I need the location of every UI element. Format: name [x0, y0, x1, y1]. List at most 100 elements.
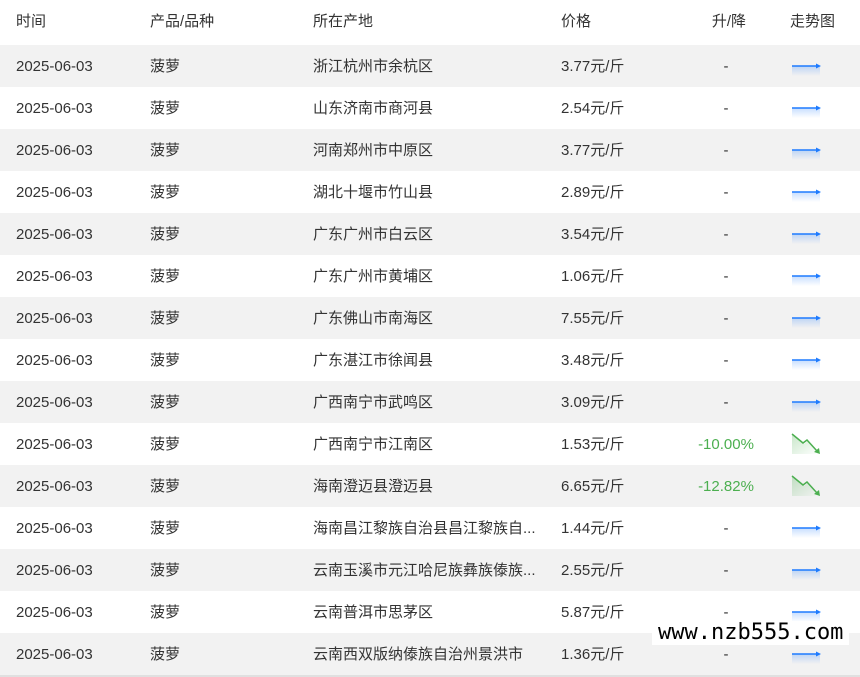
product-cell: 菠萝: [150, 645, 181, 663]
location-cell: 浙江杭州市余杭区: [313, 57, 434, 75]
price-cell: 6.65元/斤: [561, 477, 625, 495]
time-cell: 2025-06-03: [16, 393, 93, 411]
price-cell: 3.54元/斤: [561, 225, 625, 243]
trend-flat-icon[interactable]: [790, 348, 822, 372]
table-row: 2025-06-03 菠萝 云南普洱市思茅区 5.87元/斤 -: [0, 591, 860, 633]
change-cell: -: [723, 141, 729, 159]
time-cell: 2025-06-03: [16, 561, 93, 579]
product-cell: 菠萝: [150, 57, 181, 75]
header-price: 价格: [561, 12, 592, 30]
price-cell: 3.48元/斤: [561, 351, 625, 369]
product-cell: 菠萝: [150, 603, 181, 621]
table-row: 2025-06-03 菠萝 广东湛江市徐闻县 3.48元/斤 -: [0, 339, 860, 381]
trend-flat-icon[interactable]: [790, 264, 822, 288]
trend-flat-icon[interactable]: [790, 54, 822, 78]
location-cell: 广东佛山市南海区: [313, 309, 434, 327]
location-cell: 广西南宁市武鸣区: [313, 393, 434, 411]
location-cell: 广东湛江市徐闻县: [313, 351, 434, 369]
product-cell: 菠萝: [150, 183, 181, 201]
time-cell: 2025-06-03: [16, 99, 93, 117]
time-cell: 2025-06-03: [16, 309, 93, 327]
change-cell: -: [723, 267, 729, 285]
table-row: 2025-06-03 菠萝 山东济南市商河县 2.54元/斤 -: [0, 87, 860, 129]
table-row: 2025-06-03 菠萝 海南澄迈县澄迈县 6.65元/斤 -12.82%: [0, 465, 860, 507]
product-cell: 菠萝: [150, 393, 181, 411]
time-cell: 2025-06-03: [16, 519, 93, 537]
trend-flat-icon[interactable]: [790, 600, 822, 624]
product-cell: 菠萝: [150, 141, 181, 159]
time-cell: 2025-06-03: [16, 603, 93, 621]
price-cell: 3.77元/斤: [561, 141, 625, 159]
price-cell: 5.87元/斤: [561, 603, 625, 621]
change-cell: -: [723, 99, 729, 117]
price-cell: 7.55元/斤: [561, 309, 625, 327]
product-cell: 菠萝: [150, 519, 181, 537]
price-cell: 3.09元/斤: [561, 393, 625, 411]
trend-flat-icon[interactable]: [790, 222, 822, 246]
table-row: 2025-06-03 菠萝 海南昌江黎族自治县昌江黎族自... 1.44元/斤 …: [0, 507, 860, 549]
location-cell: 海南昌江黎族自治县昌江黎族自...: [313, 519, 536, 537]
change-cell: -: [723, 393, 729, 411]
trend-flat-icon[interactable]: [790, 138, 822, 162]
product-cell: 菠萝: [150, 225, 181, 243]
header-location: 所在产地: [313, 12, 374, 30]
table-row: 2025-06-03 菠萝 河南郑州市中原区 3.77元/斤 -: [0, 129, 860, 171]
trend-flat-icon[interactable]: [790, 390, 822, 414]
time-cell: 2025-06-03: [16, 477, 93, 495]
location-cell: 湖北十堰市竹山县: [313, 183, 434, 201]
product-cell: 菠萝: [150, 267, 181, 285]
trend-flat-icon[interactable]: [790, 306, 822, 330]
table-row: 2025-06-03 菠萝 云南西双版纳傣族自治州景洪市 1.36元/斤 -: [0, 633, 860, 675]
trend-flat-icon[interactable]: [790, 180, 822, 204]
time-cell: 2025-06-03: [16, 183, 93, 201]
location-cell: 河南郑州市中原区: [313, 141, 434, 159]
location-cell: 云南玉溪市元江哈尼族彝族傣族...: [313, 561, 536, 579]
change-cell: -: [723, 561, 729, 579]
trend-down-icon[interactable]: [790, 432, 822, 456]
header-trend: 走势图: [790, 12, 836, 30]
price-cell: 1.36元/斤: [561, 645, 625, 663]
price-cell: 3.77元/斤: [561, 57, 625, 75]
header-product: 产品/品种: [150, 12, 215, 30]
change-cell: -10.00%: [698, 435, 754, 453]
table-header: 时间 产品/品种 所在产地 价格 升/降 走势图: [0, 0, 860, 42]
product-cell: 菠萝: [150, 99, 181, 117]
header-time: 时间: [16, 12, 47, 30]
change-cell: -: [723, 57, 729, 75]
watermark: www.nzb555.com: [652, 621, 850, 645]
header-change: 升/降: [711, 12, 746, 30]
location-cell: 广西南宁市江南区: [313, 435, 434, 453]
product-cell: 菠萝: [150, 561, 181, 579]
product-cell: 菠萝: [150, 477, 181, 495]
time-cell: 2025-06-03: [16, 57, 93, 75]
time-cell: 2025-06-03: [16, 645, 93, 663]
trend-down-icon[interactable]: [790, 474, 822, 498]
table-row: 2025-06-03 菠萝 广西南宁市江南区 1.53元/斤 -10.00%: [0, 423, 860, 465]
time-cell: 2025-06-03: [16, 225, 93, 243]
table-row: 2025-06-03 菠萝 广东广州市白云区 3.54元/斤 -: [0, 213, 860, 255]
price-cell: 1.44元/斤: [561, 519, 625, 537]
table-row: 2025-06-03 菠萝 湖北十堰市竹山县 2.89元/斤 -: [0, 171, 860, 213]
trend-flat-icon[interactable]: [790, 96, 822, 120]
change-cell: -: [723, 351, 729, 369]
trend-flat-icon[interactable]: [790, 642, 822, 666]
price-cell: 2.55元/斤: [561, 561, 625, 579]
price-cell: 2.89元/斤: [561, 183, 625, 201]
change-cell: -: [723, 603, 729, 621]
location-cell: 云南普洱市思茅区: [313, 603, 434, 621]
location-cell: 广东广州市黄埔区: [313, 267, 434, 285]
table-row: 2025-06-03 菠萝 广东佛山市南海区 7.55元/斤 -: [0, 297, 860, 339]
location-cell: 山东济南市商河县: [313, 99, 434, 117]
product-cell: 菠萝: [150, 351, 181, 369]
price-cell: 1.53元/斤: [561, 435, 625, 453]
product-cell: 菠萝: [150, 309, 181, 327]
price-cell: 2.54元/斤: [561, 99, 625, 117]
table-row: 2025-06-03 菠萝 云南玉溪市元江哈尼族彝族傣族... 2.55元/斤 …: [0, 549, 860, 591]
table-row: 2025-06-03 菠萝 广西南宁市武鸣区 3.09元/斤 -: [0, 381, 860, 423]
trend-flat-icon[interactable]: [790, 516, 822, 540]
time-cell: 2025-06-03: [16, 141, 93, 159]
product-cell: 菠萝: [150, 435, 181, 453]
time-cell: 2025-06-03: [16, 267, 93, 285]
change-cell: -: [723, 225, 729, 243]
trend-flat-icon[interactable]: [790, 558, 822, 582]
